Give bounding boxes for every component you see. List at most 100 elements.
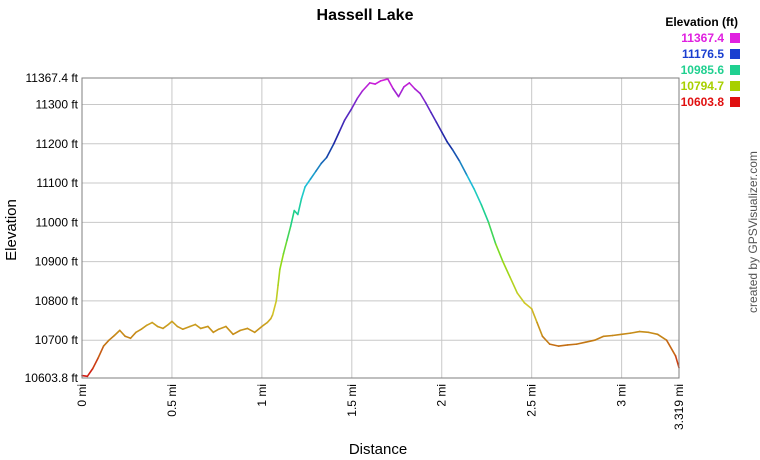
elevation-line-segment bbox=[289, 209, 296, 228]
y-axis-title: Elevation bbox=[3, 199, 20, 261]
elevation-line-segment bbox=[320, 156, 328, 165]
elevation-line-segment bbox=[430, 111, 438, 123]
elevation-line-segment bbox=[602, 334, 614, 338]
elevation-line-segment bbox=[343, 107, 353, 121]
elevation-line-segment bbox=[207, 325, 215, 334]
elevation-line-segment bbox=[473, 188, 483, 206]
elevation-line-segment bbox=[333, 131, 341, 145]
elevation-line-segment bbox=[239, 327, 249, 332]
y-tick-label: 10800 ft bbox=[35, 294, 79, 308]
legend-title: Elevation (ft) bbox=[665, 15, 738, 29]
y-tick-label: 11300 ft bbox=[36, 97, 79, 111]
y-tick-label: 11100 ft bbox=[36, 176, 78, 190]
elevation-line-segment bbox=[124, 335, 132, 340]
y-tick-label: 11367.4 ft bbox=[26, 71, 79, 85]
chart-title: Hassell Lake bbox=[317, 7, 414, 24]
elevation-line-segment bbox=[217, 325, 227, 331]
elevation-line-segment bbox=[304, 178, 312, 188]
elevation-line-segment bbox=[338, 119, 346, 133]
elevation-line-segment bbox=[282, 239, 288, 255]
elevation-line-segment bbox=[97, 345, 105, 359]
legend-swatch bbox=[730, 65, 740, 75]
elevation-line-segment bbox=[151, 321, 159, 328]
elevation-line-segment bbox=[458, 160, 468, 176]
x-tick-label: 1 mi bbox=[255, 384, 269, 407]
elevation-line-segment bbox=[315, 162, 323, 173]
elevation-line-segment bbox=[408, 82, 416, 90]
legend-entry-label: 11367.4 bbox=[681, 31, 724, 45]
elevation-line-segment bbox=[113, 329, 121, 337]
elevation-line-segment bbox=[368, 82, 376, 85]
elevation-line-segment bbox=[91, 357, 99, 370]
elevation-line-segment bbox=[413, 87, 421, 95]
elevation-line-segment bbox=[232, 329, 242, 336]
elevation-line-segment bbox=[162, 323, 170, 330]
elevation-line-segment bbox=[502, 260, 511, 279]
plot-frame bbox=[81, 77, 680, 379]
x-tick-label: 2 mi bbox=[435, 384, 449, 407]
legend-entry-label: 10985.6 bbox=[681, 63, 725, 77]
y-tick-label: 10700 ft bbox=[35, 333, 79, 347]
elevation-line-segment bbox=[494, 243, 504, 263]
elevation-line-segment bbox=[638, 330, 650, 334]
elevation-line-segment bbox=[275, 284, 279, 302]
elevation-line-segment bbox=[277, 268, 281, 287]
elevation-line-segment bbox=[530, 307, 538, 324]
legend-swatch bbox=[730, 33, 740, 43]
elevation-line-segment bbox=[145, 321, 153, 327]
elevation-line-segment bbox=[86, 367, 94, 378]
legend-entry-label: 10603.8 bbox=[681, 95, 725, 109]
elevation-line-segment bbox=[286, 225, 292, 241]
elevation-line-segment bbox=[361, 82, 371, 92]
elevation-line-segment bbox=[271, 300, 278, 316]
elevation-line-segment bbox=[171, 320, 179, 328]
elevation-line-segment bbox=[253, 325, 263, 334]
elevation-line-segment bbox=[81, 374, 89, 378]
elevation-line-segment bbox=[575, 341, 587, 345]
credit-text: created by GPSVisualizer.com bbox=[746, 151, 760, 313]
elevation-line-segment bbox=[397, 86, 405, 98]
elevation-line-segment bbox=[108, 334, 116, 342]
elevation-line-segment bbox=[279, 252, 285, 271]
elevation-line-segment bbox=[403, 82, 411, 88]
x-tick-label: 3.319 mi bbox=[672, 384, 686, 430]
elevation-line-segment bbox=[480, 203, 490, 224]
elevation-line-segment bbox=[325, 142, 335, 159]
elevation-line-segment bbox=[189, 323, 197, 328]
elevation-line-segment bbox=[261, 321, 269, 328]
elevation-line-segment bbox=[593, 335, 605, 342]
elevation-line-segment bbox=[435, 121, 443, 133]
elevation-line-segment bbox=[424, 101, 432, 114]
elevation-line-segment bbox=[611, 333, 623, 337]
x-tick-label: 0 mi bbox=[75, 384, 89, 407]
elevation-line-segment bbox=[536, 321, 544, 338]
elevation-line-segment bbox=[647, 331, 659, 336]
elevation-line-segment bbox=[194, 323, 202, 330]
elevation-line-segment bbox=[140, 324, 148, 331]
elevation-line-segment bbox=[466, 174, 475, 190]
elevation-line-segment bbox=[386, 78, 394, 90]
elevation-line-segment bbox=[351, 97, 359, 110]
elevation-line-segment bbox=[199, 325, 209, 330]
elevation-line-segment bbox=[566, 343, 578, 346]
elevation-line-segment bbox=[446, 141, 454, 151]
elevation-line-segment bbox=[156, 325, 164, 330]
elevation-line-segment bbox=[374, 80, 382, 85]
elevation-line-segment bbox=[629, 330, 641, 334]
elevation-line-segment bbox=[225, 325, 234, 336]
grid bbox=[81, 77, 680, 379]
elevation-line-segment bbox=[356, 89, 364, 100]
elevation-line bbox=[81, 78, 680, 378]
legend-swatch bbox=[730, 49, 740, 59]
elevation-line-segment bbox=[309, 170, 317, 180]
elevation-line-segment bbox=[451, 148, 461, 163]
y-tick-label: 11200 ft bbox=[36, 137, 79, 151]
x-tick-labels: 0 mi 0.5 mi 1 mi 1.5 mi 2 mi 2.5 mi 3 mi 3.319 … bbox=[75, 384, 686, 430]
legend-entry-label: 11176.5 bbox=[682, 47, 724, 61]
x-tick-label: 1.5 mi bbox=[345, 384, 359, 417]
elevation-line-segment bbox=[487, 221, 497, 245]
legend: 11367.4 11176.5 10985.6 10794.7 10603.8 bbox=[681, 31, 740, 109]
elevation-line-segment bbox=[665, 339, 677, 357]
